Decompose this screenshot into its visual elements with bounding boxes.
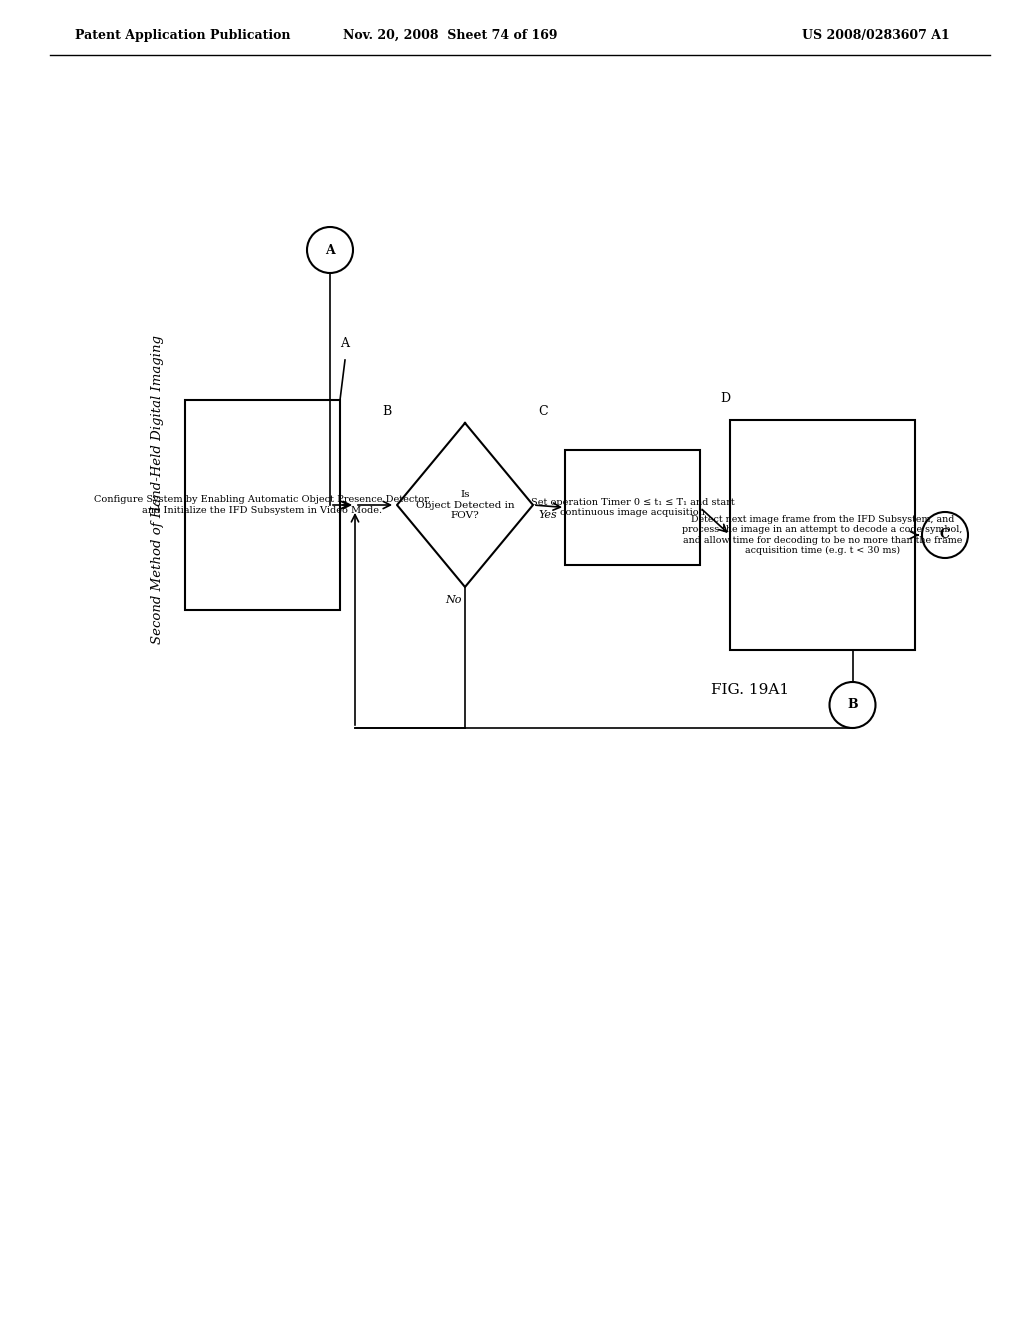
- Text: Yes: Yes: [538, 510, 557, 520]
- Text: Detect next image frame from the IFD Subsystem, and
process the image in an atte: Detect next image frame from the IFD Sub…: [682, 515, 963, 556]
- FancyBboxPatch shape: [730, 420, 915, 649]
- Text: Configure System by Enabling Automatic Object Presence Detector,
and Initialize : Configure System by Enabling Automatic O…: [94, 495, 431, 515]
- Text: B: B: [847, 698, 858, 711]
- Text: Patent Application Publication: Patent Application Publication: [75, 29, 291, 41]
- Text: Set operation Timer 0 ≤ t₁ ≤ T₁ and start
continuous image acquisition: Set operation Timer 0 ≤ t₁ ≤ T₁ and star…: [530, 498, 734, 517]
- Text: C: C: [538, 405, 548, 418]
- Text: No: No: [444, 595, 461, 605]
- Text: Is
Object Detected in
FOV?: Is Object Detected in FOV?: [416, 490, 514, 520]
- Text: B: B: [383, 405, 392, 418]
- Text: Nov. 20, 2008  Sheet 74 of 169: Nov. 20, 2008 Sheet 74 of 169: [343, 29, 557, 41]
- Text: D: D: [720, 392, 730, 405]
- Text: FIG. 19A1: FIG. 19A1: [711, 682, 790, 697]
- Text: A: A: [326, 243, 335, 256]
- Text: A: A: [341, 337, 349, 350]
- Text: C: C: [940, 528, 950, 541]
- Text: Second Method of Hand-Held Digital Imaging: Second Method of Hand-Held Digital Imagi…: [152, 335, 165, 644]
- FancyBboxPatch shape: [565, 450, 700, 565]
- FancyBboxPatch shape: [185, 400, 340, 610]
- Text: US 2008/0283607 A1: US 2008/0283607 A1: [802, 29, 950, 41]
